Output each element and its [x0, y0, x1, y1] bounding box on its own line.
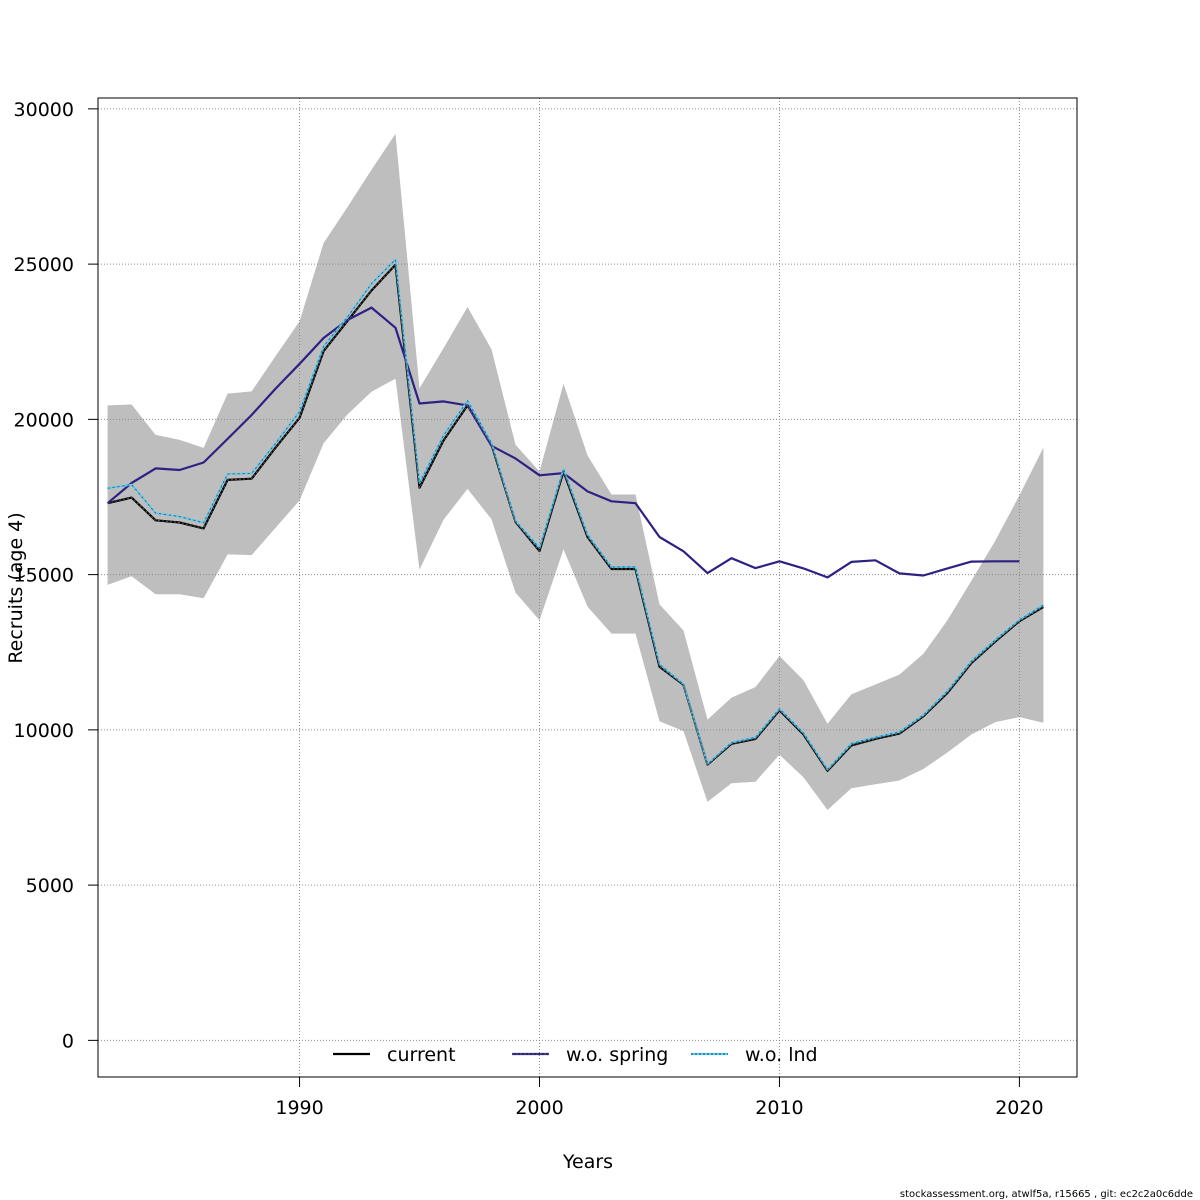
y-tick-label-15000: 15000	[14, 565, 74, 587]
x-tick-label-2010: 2010	[755, 1097, 803, 1119]
legend-label-current: current	[387, 1044, 456, 1066]
y-axis-title: Recruits (age 4)	[5, 512, 27, 663]
y-tick-label-5000: 5000	[26, 875, 74, 897]
x-tick-label-1990: 1990	[275, 1097, 323, 1119]
x-tick-label-2020: 2020	[995, 1097, 1043, 1119]
series-line-w-o-spring	[106, 306, 1020, 579]
confidence-band	[107, 133, 1044, 810]
plot-frame	[97, 97, 1078, 1078]
y-tick-label-30000: 30000	[14, 99, 74, 121]
y-tick-label-25000: 25000	[14, 254, 74, 276]
series-line-current-dash	[107, 263, 1044, 772]
plot-area: 1990 2000 2010 2020 0 5000 10000 15000 20000 2500…	[14, 97, 1078, 1119]
y-tick-label-20000: 20000	[14, 409, 74, 431]
legend-label-w-o-lnd: w.o. lnd	[745, 1044, 818, 1066]
series-line-w-o-lnd	[107, 258, 1044, 771]
footer-credit: stockassessment.org, atwlf5a, r15665 , g…	[900, 1189, 1193, 1200]
x-tick-label-2000: 2000	[515, 1097, 563, 1119]
y-tick-label-10000: 10000	[14, 720, 74, 742]
legend-label-w-o-spring: w.o. spring	[566, 1044, 668, 1066]
x-axis-title: Years	[562, 1151, 613, 1173]
y-tick-label-0: 0	[62, 1030, 74, 1052]
